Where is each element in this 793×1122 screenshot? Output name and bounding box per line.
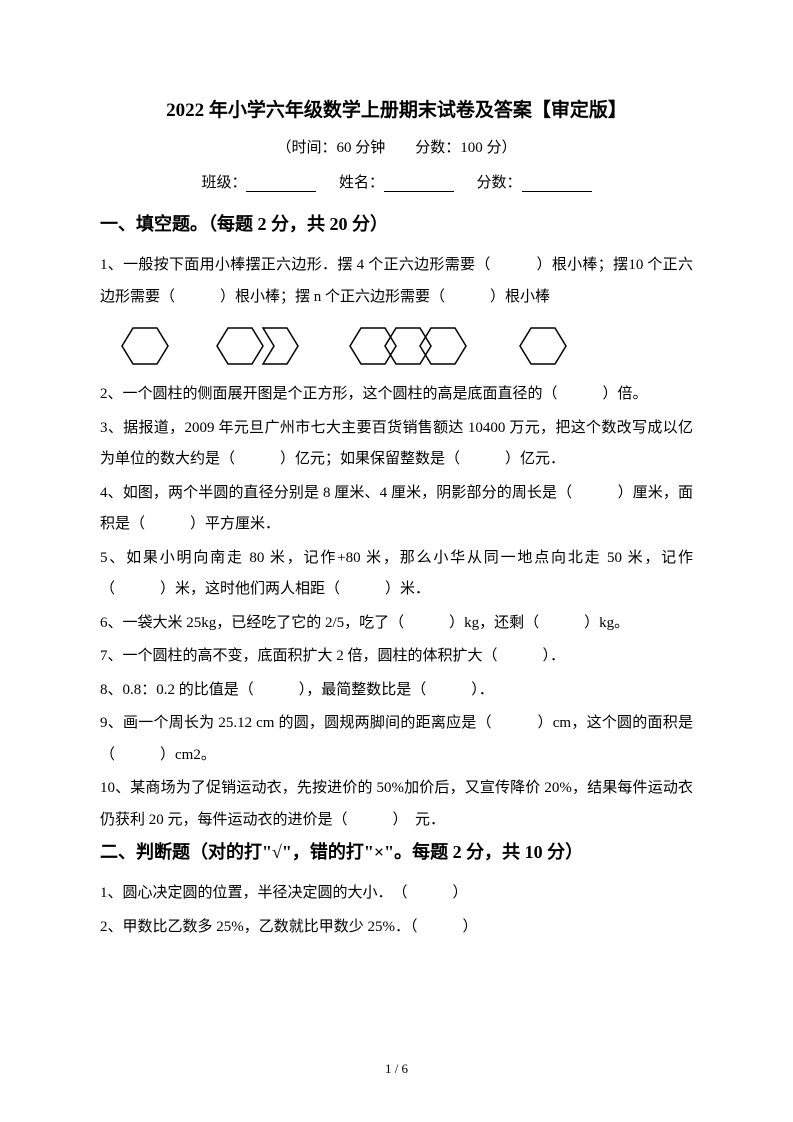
question-2: 2、一个圆柱的侧面展开图是个正方形，这个圆柱的高是底面直径的（ ）倍。 [100,379,693,411]
hexagon-single-icon [120,321,170,371]
question-8: 8、0.8：0.2 的比值是（ ），最简整数比是（ ）． [100,675,693,707]
name-blank[interactable] [384,174,454,192]
judge-question-2: 2、甲数比乙数多 25%，乙数就比甲数少 25%．（ ） [100,912,693,944]
class-blank[interactable] [246,174,316,192]
hexagon-diagram-row [120,321,693,371]
hexagon-triple-icon [348,321,473,371]
class-label: 班级： [201,175,246,191]
name-label: 姓名： [339,175,384,191]
exam-subtitle: （时间：60 分钟 分数：100 分） [100,136,693,157]
question-6: 6、一袋大米 25kg，已经吃了它的 2/5，吃了（ ）kg，还剩（ ）kg。 [100,608,693,640]
hexagon-single2-icon [518,321,568,371]
page-title: 2022 年小学六年级数学上册期末试卷及答案【审定版】 [100,95,693,122]
score-blank[interactable] [522,174,592,192]
question-9: 9、画一个周长为 25.12 cm 的圆，圆规两脚间的距离应是（ ）cm，这个圆… [100,708,693,771]
section2-heading: 二、判断题（对的打"√"，错的打"×"。每题 2 分，共 10 分） [100,838,693,864]
question-10: 10、某商场为了促销运动衣，先按进价的 50%加价后，又宣传降价 20%，结果每… [100,773,693,836]
question-4: 4、如图，两个半圆的直径分别是 8 厘米、4 厘米，阴影部分的周长是（ ）厘米，… [100,478,693,541]
section1-heading: 一、填空题。（每题 2 分，共 20 分） [100,210,693,236]
hexagon-double-icon [215,321,303,371]
question-3: 3、据报道，2009 年元旦广州市七大主要百货销售额达 10400 万元，把这个… [100,413,693,476]
question-1: 1、一般按下面用小棒摆正六边形．摆 4 个正六边形需要（ ）根小棒；摆10 个正… [100,250,693,313]
judge-question-1: 1、圆心决定圆的位置，半径决定圆的大小． （ ） [100,878,693,910]
score-label: 分数： [477,175,522,191]
student-info-line: 班级： 姓名： 分数： [100,171,693,192]
question-5: 5、如果小明向南走 80 米，记作+80 米，那么小华从同一地点向北走 50 米… [100,543,693,606]
question-7: 7、一个圆柱的高不变，底面积扩大 2 倍，圆柱的体积扩大（ ）． [100,641,693,673]
page-number: 1 / 6 [0,1061,793,1077]
